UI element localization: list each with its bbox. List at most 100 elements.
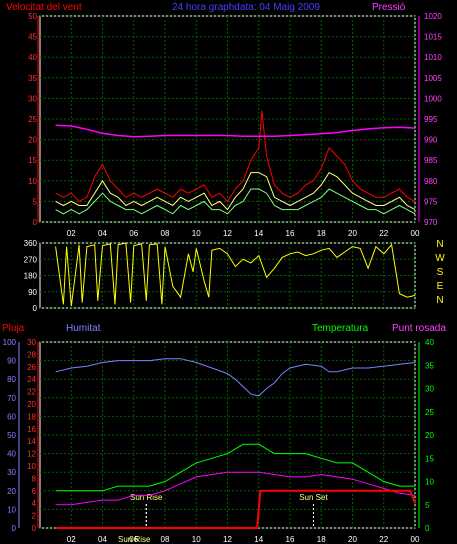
right-tick-label: 970 xyxy=(424,218,438,227)
series-line xyxy=(55,242,416,307)
right-tick-label: 1000 xyxy=(424,94,442,103)
right-axis-title: Pressió xyxy=(372,2,406,13)
temp-tick-label: 10 xyxy=(425,478,434,487)
rain-tick-label: 28 xyxy=(27,350,36,359)
direction-label: S xyxy=(437,267,444,278)
x-tick-label: 08 xyxy=(161,535,170,544)
rain-tick-label: 20 xyxy=(27,400,36,409)
x-tick-label: 06 xyxy=(129,535,138,544)
humidity-tick-label: 40 xyxy=(7,450,16,459)
left-tick-label: 45 xyxy=(28,33,37,42)
x-tick-label: 10 xyxy=(192,229,201,238)
left-axis-title: Velocitat del vent xyxy=(6,2,82,13)
left-tick-label: 270 xyxy=(24,255,38,264)
x-tick-label: 18 xyxy=(317,229,326,238)
humidity-tick-label: 0 xyxy=(12,524,17,533)
x-tick-label: 10 xyxy=(192,535,201,544)
left-tick-label: 360 xyxy=(24,239,38,248)
left-tick-label: 35 xyxy=(28,74,37,83)
x-tick-label: 22 xyxy=(379,229,388,238)
left-tick-label: 0 xyxy=(33,304,38,313)
sun-annotation: Sun Set xyxy=(299,493,328,502)
humidity-tick-label: 20 xyxy=(7,487,16,496)
humidity-tick-label: 80 xyxy=(7,375,16,384)
temp-tick-label: 0 xyxy=(425,524,430,533)
rain-tick-label: 2 xyxy=(32,512,37,521)
humidity-tick-label: 60 xyxy=(7,412,16,421)
x-tick-label: 02 xyxy=(67,535,76,544)
x-tick-label: 12 xyxy=(223,535,232,544)
series-line xyxy=(55,489,416,529)
direction-label: N xyxy=(436,295,443,306)
temp-tick-label: 30 xyxy=(425,385,434,394)
humidity-tick-label: 70 xyxy=(7,394,16,403)
right-tick-label: 980 xyxy=(424,177,438,186)
rain-tick-label: 24 xyxy=(27,375,36,384)
temp-tick-label: 40 xyxy=(425,338,434,347)
temp-tick-label: 35 xyxy=(425,361,434,370)
rain-tick-label: 6 xyxy=(32,487,37,496)
x-tick-label: 04 xyxy=(98,535,107,544)
chart-title: 24 hora graphdata: 04 Maig 2009 xyxy=(172,2,320,13)
right-tick-label: 1010 xyxy=(424,53,442,62)
x-tick-label: 04 xyxy=(98,229,107,238)
rain-tick-label: 16 xyxy=(27,425,36,434)
left-tick-label: 40 xyxy=(28,53,37,62)
wind-pressure-chart: 0510152025303540455097097598098599099510… xyxy=(6,2,442,238)
left-tick-label: 15 xyxy=(28,156,37,165)
rain-tick-label: 22 xyxy=(27,388,36,397)
x-tick-label: 22 xyxy=(379,535,388,544)
right-tick-label: 1015 xyxy=(424,33,442,42)
x-tick-label: 00 xyxy=(411,535,420,544)
rain-tick-label: 18 xyxy=(27,412,36,421)
sun-annotation: Sun Rise xyxy=(130,493,163,502)
right-tick-label: 990 xyxy=(424,136,438,145)
series-line xyxy=(55,124,416,138)
series-line xyxy=(55,171,416,211)
x-tick-label: 14 xyxy=(254,229,263,238)
rain-tick-label: 30 xyxy=(27,338,36,347)
humidity-tick-label: 100 xyxy=(3,338,17,347)
x-tick-label: 16 xyxy=(286,229,295,238)
x-tick-label: 20 xyxy=(348,229,357,238)
right-tick-label: 1005 xyxy=(424,74,442,83)
direction-label: N xyxy=(436,239,443,250)
rain-tick-label: 4 xyxy=(32,499,37,508)
x-tick-label: 18 xyxy=(317,535,326,544)
right-tick-label: 1020 xyxy=(424,12,442,21)
dewpoint-axis-title: Punt rosada xyxy=(392,323,446,334)
right-tick-label: 975 xyxy=(424,197,438,206)
x-tick-label: 06 xyxy=(129,229,138,238)
left-tick-label: 25 xyxy=(28,115,37,124)
temp-tick-label: 15 xyxy=(425,454,434,463)
left-tick-label: 50 xyxy=(28,12,37,21)
right-tick-label: 985 xyxy=(424,156,438,165)
temp-tick-label: 5 xyxy=(425,501,430,510)
rain-tick-label: 26 xyxy=(27,363,36,372)
left-tick-label: 10 xyxy=(28,177,37,186)
humidity-tick-label: 10 xyxy=(7,505,16,514)
rain-tick-label: 10 xyxy=(27,462,36,471)
series-line xyxy=(55,443,415,492)
humidity-axis-title: Humitat xyxy=(66,323,101,334)
sun-annotation: Sun Rise xyxy=(118,535,151,544)
rain-tick-label: 0 xyxy=(32,524,37,533)
series-line xyxy=(55,358,416,397)
rain-tick-label: 8 xyxy=(32,474,37,483)
left-tick-label: 30 xyxy=(28,94,37,103)
x-tick-label: 00 xyxy=(411,229,420,238)
direction-label: E xyxy=(437,281,444,292)
series-line xyxy=(55,188,416,215)
x-tick-label: 20 xyxy=(348,535,357,544)
rain-tick-label: 12 xyxy=(27,450,36,459)
x-tick-label: 14 xyxy=(254,535,263,544)
left-tick-label: 90 xyxy=(28,288,37,297)
rain-axis-title: Pluja xyxy=(2,323,25,334)
x-tick-label: 08 xyxy=(161,229,170,238)
x-tick-label: 12 xyxy=(223,229,232,238)
left-tick-label: 5 xyxy=(33,197,38,206)
rain-tick-label: 14 xyxy=(27,437,36,446)
